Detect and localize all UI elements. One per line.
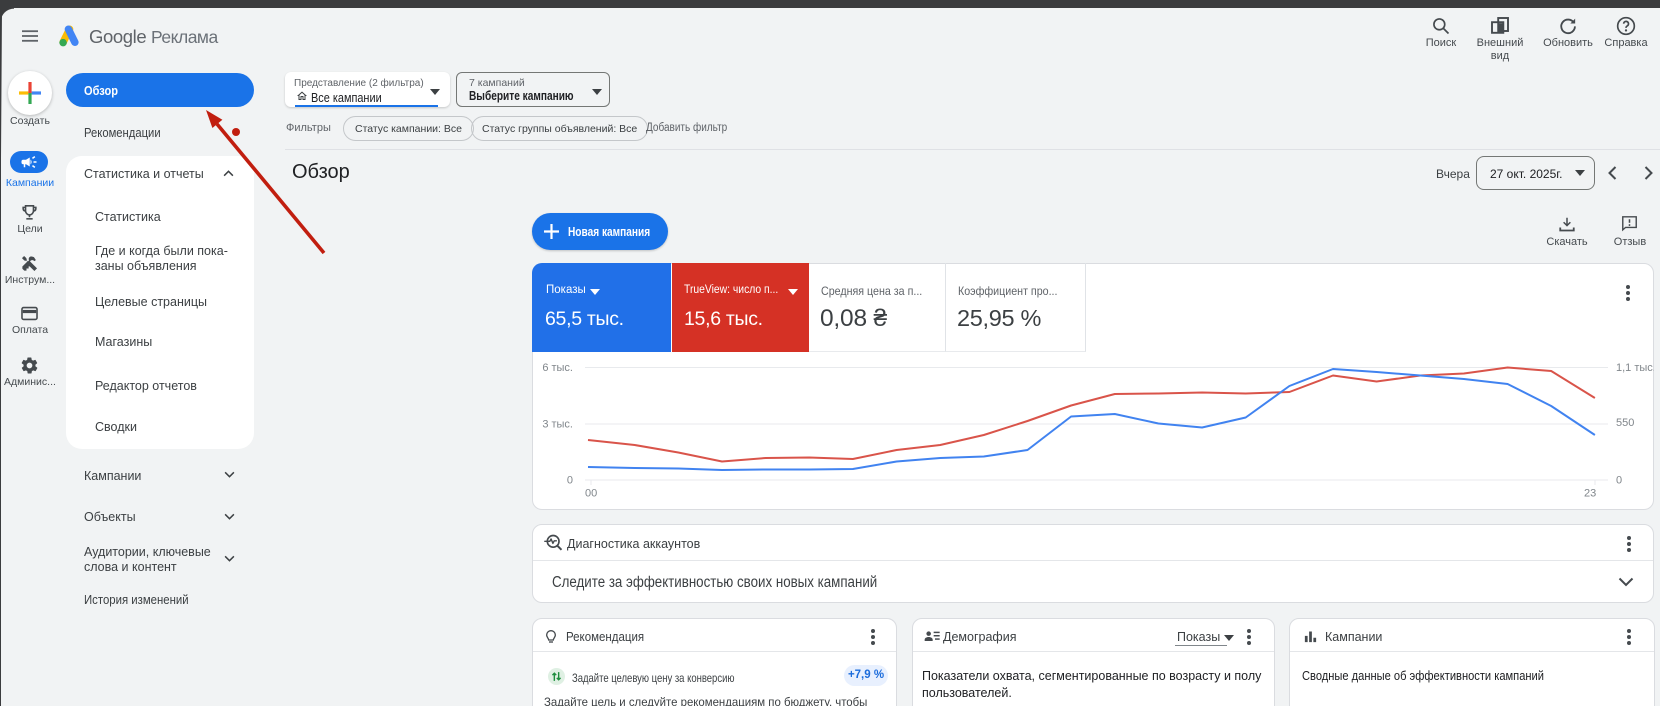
svg-text:23: 23	[1584, 488, 1596, 500]
svg-text:1,1 тыс.: 1,1 тыс.	[1616, 362, 1654, 374]
svg-text:3 тыс.: 3 тыс.	[542, 419, 573, 431]
svg-text:550: 550	[1616, 417, 1634, 429]
svg-text:0: 0	[1616, 475, 1622, 487]
svg-text:0: 0	[567, 475, 573, 487]
svg-text:6 тыс.: 6 тыс.	[542, 362, 573, 374]
svg-text:00: 00	[585, 488, 597, 500]
